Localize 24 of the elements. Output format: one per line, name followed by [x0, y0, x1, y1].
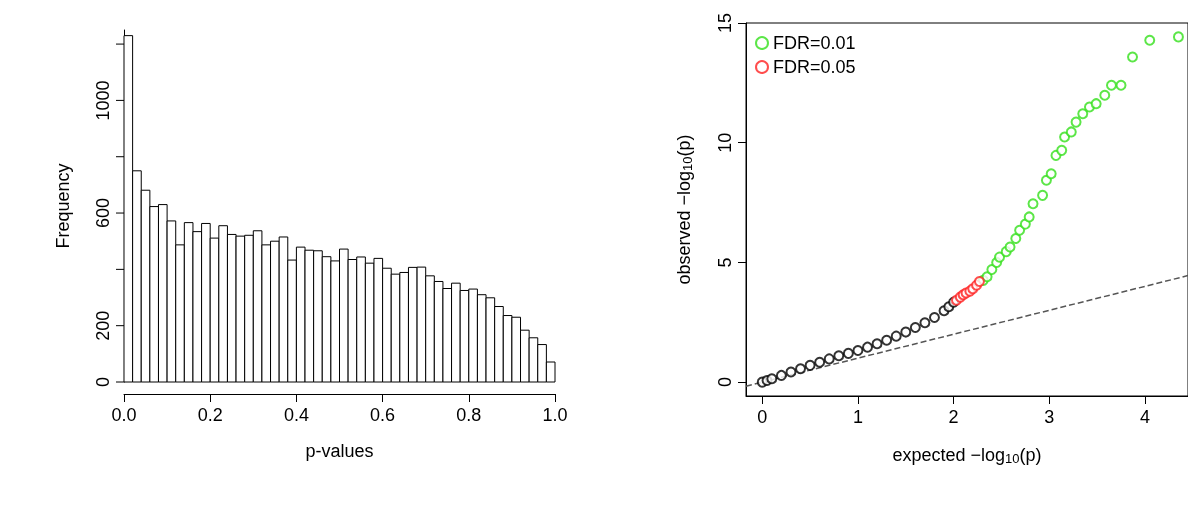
y-tick-label: 1000 — [93, 80, 113, 121]
x-tick-label: 4 — [1139, 407, 1150, 427]
x-tick-label: 2 — [948, 407, 959, 427]
x-tick-label: 0.4 — [283, 405, 309, 425]
y-tick-label: 0 — [93, 376, 113, 388]
y-axis-title: observed −log10(p) — [673, 134, 695, 285]
y-tick-label: 600 — [93, 198, 113, 229]
y-tick-label: 10 — [715, 132, 735, 153]
x-tick-label: 0 — [757, 407, 768, 427]
x-tick-label: 0.0 — [111, 405, 137, 425]
x-tick-label: 3 — [1044, 407, 1055, 427]
y-axis-title: Frequency — [53, 163, 73, 249]
legend-label: FDR=0.01 — [773, 33, 856, 53]
y-tick-label: 15 — [715, 12, 735, 34]
y-tick-label: 5 — [715, 257, 735, 268]
x-tick-label: 0.8 — [456, 405, 482, 425]
y-tick-label: 0 — [715, 377, 735, 388]
x-axis-title: p-values — [305, 441, 374, 461]
x-tick-label: 1.0 — [542, 405, 568, 425]
x-tick-label: 0.2 — [197, 405, 223, 425]
legend-label: FDR=0.05 — [773, 57, 856, 77]
y-tick-label: 200 — [93, 310, 113, 341]
x-tick-label: 0.6 — [370, 405, 396, 425]
x-tick-label: 1 — [852, 407, 863, 427]
